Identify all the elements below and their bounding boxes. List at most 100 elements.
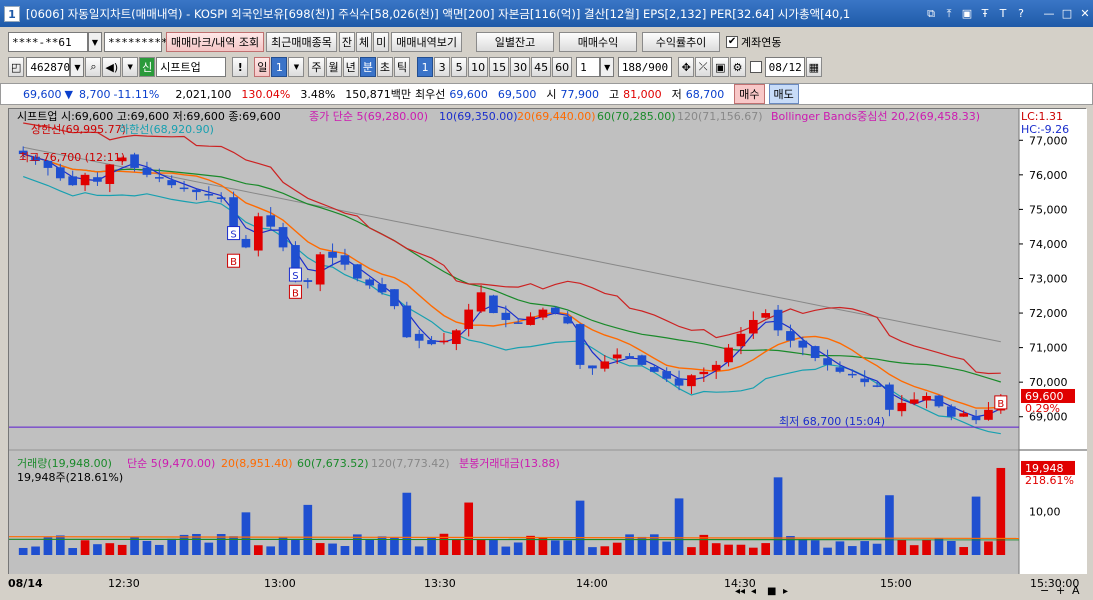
interval-tab-3[interactable]: 3 [434, 57, 450, 77]
volume-bar [279, 537, 288, 555]
count-dropdown-icon[interactable]: ▼ [600, 57, 614, 77]
volume-legend: 거래량(19,948.00) [17, 457, 112, 470]
recent-trades-button[interactable]: 최근매매종목 [266, 32, 337, 52]
candle-body [563, 317, 572, 324]
period-tab-1[interactable]: 월 [326, 57, 342, 77]
date-checkbox[interactable] [750, 61, 762, 73]
save-icon[interactable]: ▣ [712, 57, 728, 77]
account-dropdown-icon[interactable]: ▼ [88, 32, 102, 52]
volume-bar [563, 540, 572, 555]
zoom-button-0[interactable]: − [1040, 584, 1049, 597]
candle-body [600, 361, 609, 368]
zoom-button-1[interactable]: + [1056, 584, 1065, 597]
zoom-button-2[interactable]: A [1072, 584, 1080, 597]
interval-tab-10[interactable]: 10 [468, 57, 488, 77]
stock-name-field[interactable]: 시프트업 [156, 57, 226, 77]
interval-tab-15[interactable]: 15 [489, 57, 509, 77]
candle-body [155, 177, 164, 179]
draw-icon[interactable]: ⤫ [695, 57, 711, 77]
period-tab-4[interactable]: 초 [377, 57, 393, 77]
nav-button-1[interactable]: ◂ [751, 586, 756, 597]
tile-icon[interactable]: ▣ [959, 6, 975, 22]
date-input[interactable]: 08/12 [765, 57, 805, 77]
filled-button[interactable]: 체 [356, 32, 372, 52]
speaker-dropdown-icon[interactable]: ▼ [122, 57, 138, 77]
tools-icon[interactable]: ✥ [678, 57, 694, 77]
account-link-toggle[interactable]: ✔ 계좌연동 [726, 34, 781, 50]
password-input[interactable]: ********* [104, 32, 162, 52]
candle-body [167, 180, 176, 185]
restore-icon[interactable]: ⧉ [923, 6, 939, 22]
candle-body [56, 167, 65, 178]
candle-body [551, 308, 560, 313]
daily-balance-button[interactable]: 일별잔고 [476, 32, 554, 52]
trade-history-button[interactable]: 매매내역보기 [391, 32, 462, 52]
settings-gear-icon[interactable]: ⚙ [730, 57, 746, 77]
fix-icon[interactable]: Ŧ [977, 6, 993, 22]
volume-bar [180, 535, 189, 555]
candle-body [266, 215, 275, 226]
candle-body [959, 413, 968, 416]
nav-button-2[interactable]: ■ [767, 586, 776, 597]
nav-button-0[interactable]: ◂◂ [735, 586, 745, 597]
price-axis-label: 70,000 [1029, 376, 1068, 389]
stock-code-input[interactable]: 462870 [26, 57, 70, 77]
interval-tab-5[interactable]: 5 [451, 57, 467, 77]
candle-body [105, 164, 114, 184]
close-icon[interactable]: ✕ [1077, 6, 1093, 22]
return-trend-button[interactable]: 수익률추이 [642, 32, 720, 52]
unfilled-button[interactable]: 미 [373, 32, 389, 52]
calendar-icon[interactable]: ▦ [806, 57, 822, 77]
search-icon[interactable]: ⌕ [85, 57, 101, 77]
interval-tab-45[interactable]: 45 [531, 57, 551, 77]
candle-body [823, 358, 832, 365]
period-number[interactable]: 1 [271, 57, 287, 77]
nav-button-3[interactable]: ▸ [783, 586, 788, 597]
account-link-checkbox[interactable]: ✔ [726, 36, 738, 48]
chart-svg[interactable]: 77,00076,00075,00074,00073,00072,00071,0… [9, 109, 1087, 575]
candle-body [452, 330, 461, 344]
minimize-icon[interactable]: — [1041, 6, 1057, 22]
volume-bar [761, 543, 770, 555]
alert-button[interactable]: ! [232, 57, 248, 77]
sell-button[interactable]: 매도 [769, 84, 799, 104]
speaker-icon[interactable]: ◀) [102, 57, 121, 77]
volume-bar [19, 548, 28, 555]
layout-icon[interactable]: ◰ [8, 57, 24, 77]
volume-bar [155, 545, 164, 555]
trade-profit-button[interactable]: 매매수익 [559, 32, 637, 52]
candle-body [402, 306, 411, 338]
period-dropdown-icon[interactable]: ▼ [288, 57, 304, 77]
price-axis-label: 73,000 [1029, 273, 1068, 286]
help-icon[interactable]: ? [1013, 6, 1029, 22]
pin-icon[interactable]: ⤒ [941, 6, 957, 22]
account-input[interactable]: ****-**61 [8, 32, 88, 52]
ma120-legend: 120(71,156.67) [677, 110, 763, 123]
balance-button[interactable]: 잔 [339, 32, 355, 52]
time-axis-label: 12:30 [108, 577, 140, 590]
interval-tab-60[interactable]: 60 [552, 57, 572, 77]
volume-bar [477, 540, 486, 555]
stock-code-dropdown-icon[interactable]: ▼ [70, 57, 84, 77]
trade-mark-query-button[interactable]: 매매마크/내역 조회 [166, 32, 264, 52]
count-input[interactable]: 1 [576, 57, 600, 77]
volume-bar [600, 546, 609, 555]
interval-tab-30[interactable]: 30 [510, 57, 530, 77]
candle-body [576, 324, 585, 365]
interval-tab-1[interactable]: 1 [417, 57, 433, 77]
period-tab-0[interactable]: 주 [308, 57, 324, 77]
candle-body [662, 371, 671, 379]
volume-bar [68, 548, 77, 555]
volume-bar [873, 544, 882, 555]
period-tab-3[interactable]: 분 [360, 57, 376, 77]
buy-button[interactable]: 매수 [734, 84, 764, 104]
range-field[interactable]: 188/900 [618, 57, 672, 77]
candle-body [217, 197, 226, 199]
maximize-icon[interactable]: □ [1059, 6, 1075, 22]
text-icon[interactable]: T [995, 6, 1011, 22]
period-tab-5[interactable]: 틱 [394, 57, 410, 77]
period-day-button[interactable]: 일 [254, 57, 270, 77]
period-tab-2[interactable]: 년 [343, 57, 359, 77]
price-axis-label: 72,000 [1029, 307, 1068, 320]
